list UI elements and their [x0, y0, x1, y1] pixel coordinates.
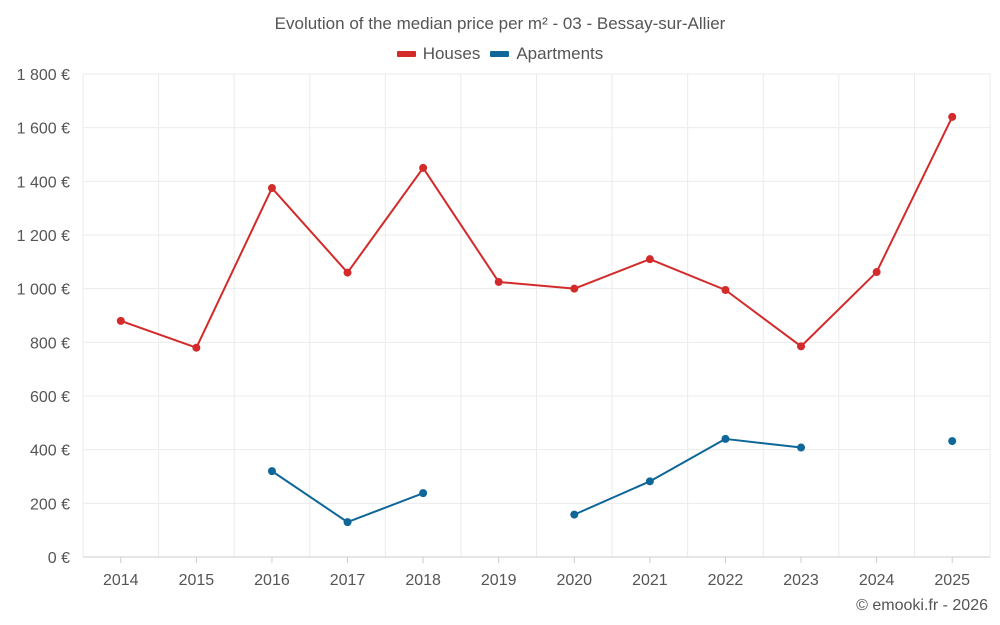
- legend-swatch-houses: [396, 51, 416, 57]
- legend-item-houses[interactable]: Houses: [396, 44, 481, 64]
- data-point-houses: [948, 112, 957, 121]
- data-point-houses: [797, 342, 806, 351]
- y-tick-label: 1 200 €: [17, 228, 70, 245]
- x-tick-label: 2016: [254, 572, 290, 589]
- series-line-houses: [120, 116, 954, 349]
- data-point-houses: [494, 277, 503, 286]
- y-tick-label: 1 600 €: [17, 121, 70, 138]
- data-point-houses: [419, 163, 428, 172]
- y-tick-label: 1 800 €: [17, 67, 70, 84]
- series-line-apartments: [271, 470, 424, 524]
- legend-label-apartments: Apartments: [516, 44, 604, 63]
- data-point-apartments: [419, 489, 428, 498]
- data-point-apartments: [570, 510, 579, 519]
- x-tick-label: 2020: [556, 572, 592, 589]
- data-point-houses: [343, 268, 352, 277]
- series-line-apartments: [573, 437, 802, 516]
- data-point-houses: [872, 268, 881, 277]
- y-tick-label: 0 €: [48, 550, 70, 567]
- data-point-houses: [570, 284, 579, 293]
- data-point-apartments: [721, 434, 730, 443]
- data-point-houses: [192, 343, 201, 352]
- data-point-apartments: [267, 467, 276, 476]
- x-tick-label: 2019: [481, 572, 517, 589]
- x-tick-label: 2024: [859, 572, 895, 589]
- legend-swatch-apartments: [490, 51, 510, 57]
- data-point-houses: [116, 316, 125, 325]
- legend-item-apartments[interactable]: Apartments: [490, 44, 603, 64]
- x-tick-label: 2022: [708, 572, 744, 589]
- y-tick-label: 1 000 €: [17, 282, 70, 299]
- x-tick-label: 2017: [330, 572, 366, 589]
- data-point-apartments: [948, 437, 957, 446]
- x-tick-label: 2018: [405, 572, 441, 589]
- x-tick-label: 2021: [632, 572, 668, 589]
- y-tick-label: 600 €: [30, 389, 70, 406]
- data-point-houses: [645, 255, 654, 264]
- y-tick-label: 200 €: [30, 496, 70, 513]
- x-tick-label: 2023: [783, 572, 819, 589]
- x-tick-label: 2025: [934, 572, 970, 589]
- data-point-apartments: [645, 477, 654, 486]
- data-point-apartments: [797, 443, 806, 452]
- x-tick-label: 2015: [179, 572, 215, 589]
- x-tick-label: 2014: [103, 572, 139, 589]
- data-point-apartments: [343, 518, 352, 527]
- data-point-houses: [267, 184, 276, 193]
- y-tick-label: 400 €: [30, 443, 70, 460]
- y-tick-label: 1 400 €: [17, 174, 70, 191]
- legend: Houses Apartments: [0, 44, 1000, 64]
- legend-label-houses: Houses: [422, 44, 481, 63]
- y-tick-label: 800 €: [30, 335, 70, 352]
- data-point-houses: [721, 286, 730, 295]
- credit: © emooki.fr - 2026: [856, 597, 988, 614]
- chart-title: Evolution of the median price per m² - 0…: [274, 14, 726, 33]
